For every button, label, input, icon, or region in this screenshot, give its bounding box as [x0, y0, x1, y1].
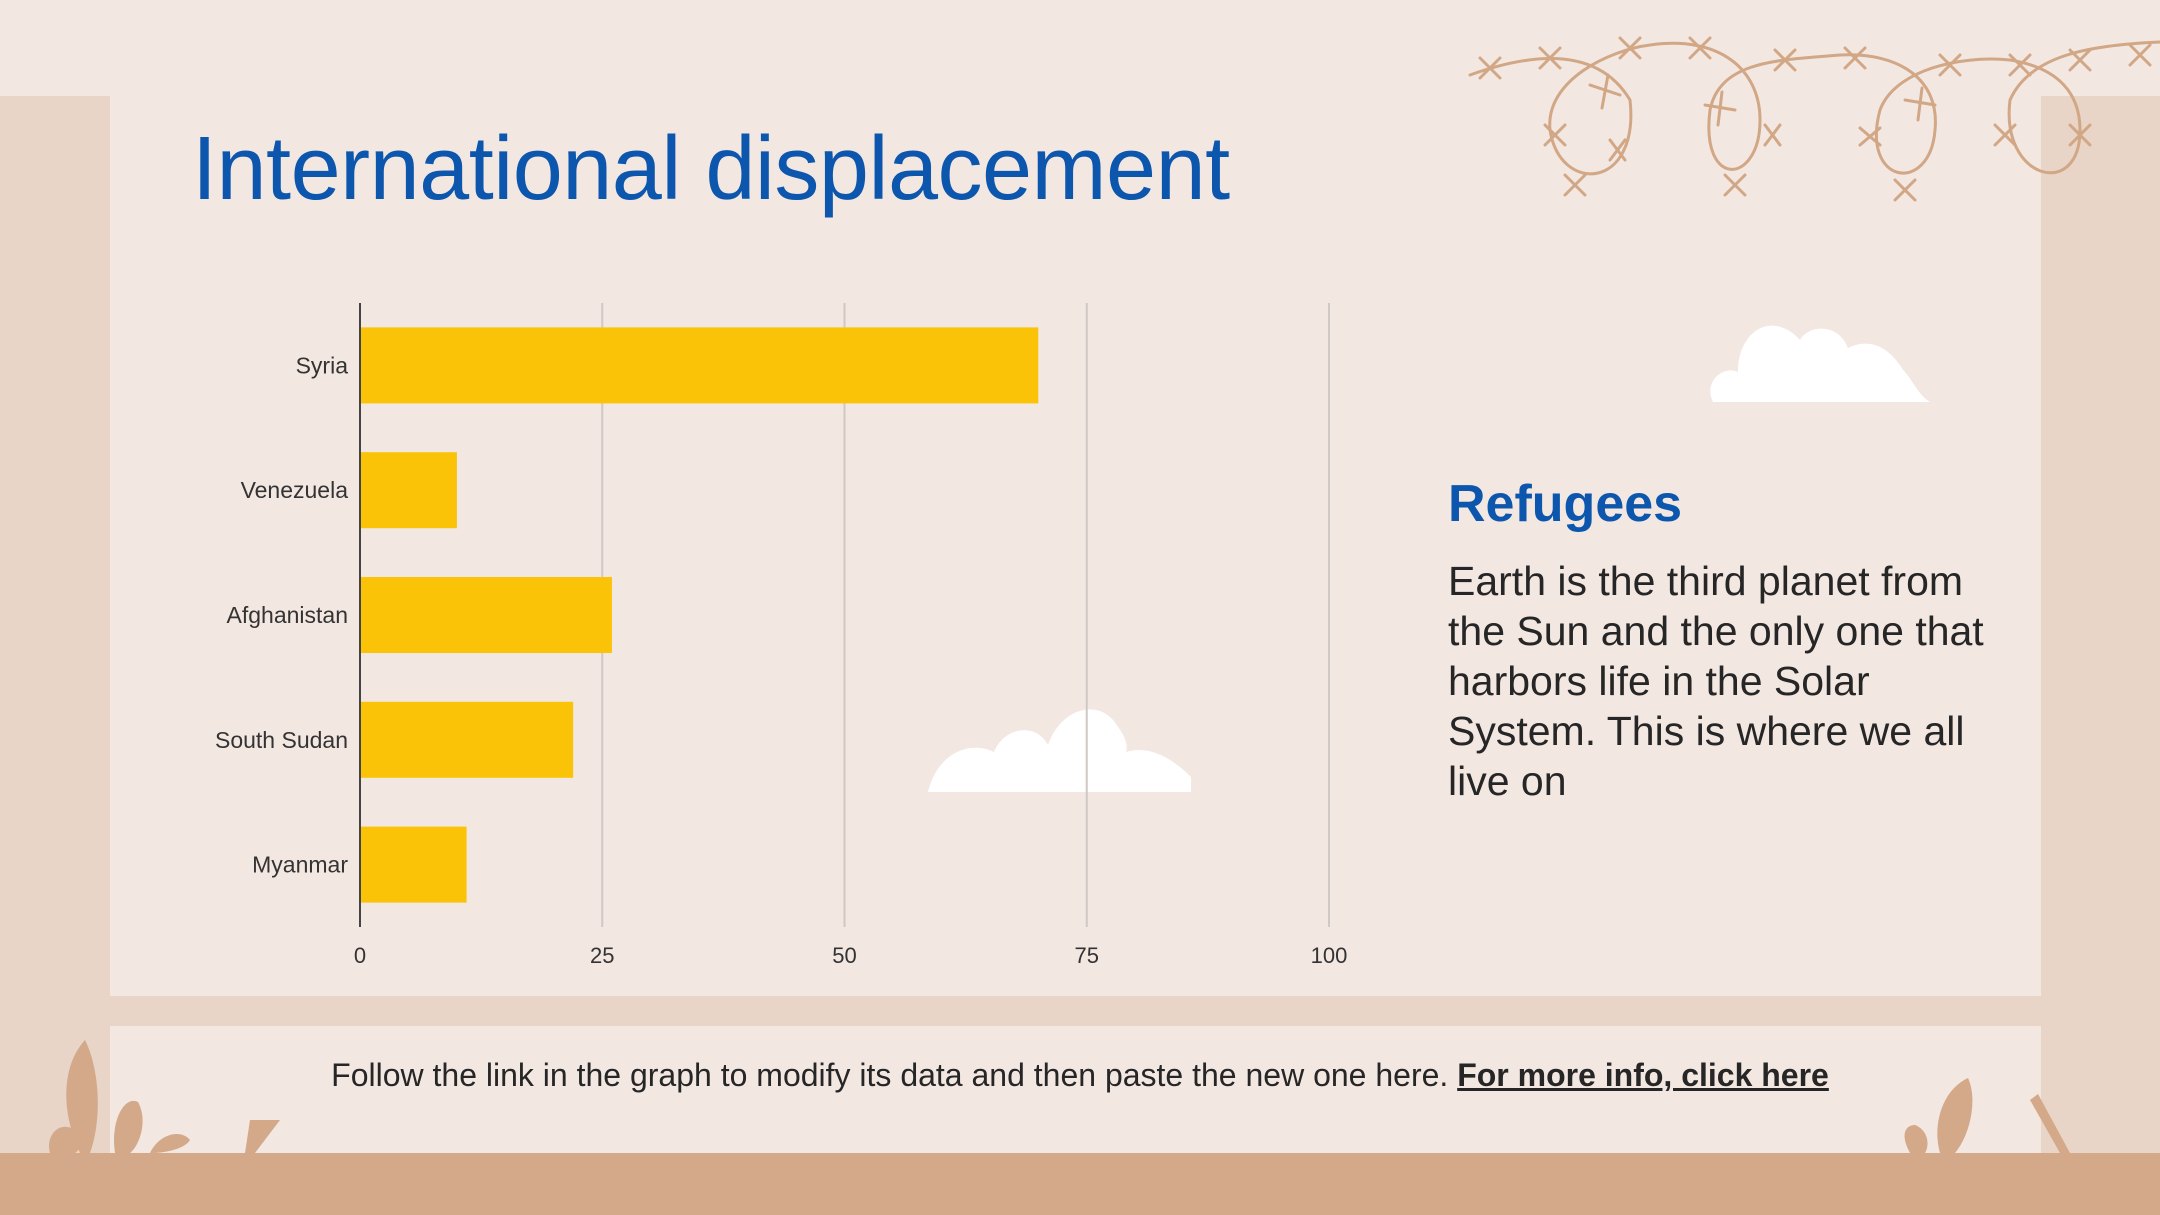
- bar-chart[interactable]: Syria Venezuela Afghanistan South Sudan Myan…: [180, 290, 1360, 990]
- plant-illustration-right: [1904, 1078, 2070, 1153]
- page-title: International displacement: [192, 119, 1230, 219]
- footer-note: Follow the link in the graph to modify i…: [150, 1057, 2010, 1094]
- refugees-description: Earth is the third planet from the Sun a…: [1448, 558, 1984, 804]
- more-info-link[interactable]: For more info, click here: [1457, 1057, 1829, 1093]
- bar-syria[interactable]: [360, 327, 1039, 404]
- footer-text: Follow the link in the graph to modify i…: [331, 1057, 1449, 1093]
- cloud-illustration-middle: [928, 709, 1191, 792]
- background-frame-left: [0, 96, 110, 1215]
- tick-label-25: 25: [590, 943, 614, 968]
- category-label-afghanistan: Afghanistan: [227, 602, 348, 628]
- background-divider-band: [110, 996, 2041, 1026]
- plant-illustration-left: [49, 1040, 280, 1153]
- category-label-south-sudan: South Sudan: [215, 727, 348, 753]
- bar-venezuela[interactable]: [360, 452, 457, 529]
- refugees-heading: Refugees: [1448, 475, 1683, 533]
- category-label-syria: Syria: [296, 352, 349, 378]
- bar-south-sudan[interactable]: [360, 701, 574, 778]
- bar-afghanistan[interactable]: [360, 577, 612, 653]
- cloud-illustration-top: [1710, 325, 1930, 402]
- tick-label-75: 75: [1075, 943, 1099, 968]
- footer-panel: [110, 1026, 2041, 1153]
- tick-label-50: 50: [832, 943, 856, 968]
- tick-label-0: 0: [354, 943, 366, 968]
- ground-strip: [0, 1153, 2160, 1215]
- category-label-venezuela: Venezuela: [241, 477, 349, 503]
- background-frame-right: [2041, 96, 2160, 1215]
- category-label-myanmar: Myanmar: [252, 852, 348, 878]
- tick-label-100: 100: [1311, 943, 1348, 968]
- barbed-wire-illustration: [1468, 36, 2160, 202]
- bar-myanmar[interactable]: [360, 826, 467, 903]
